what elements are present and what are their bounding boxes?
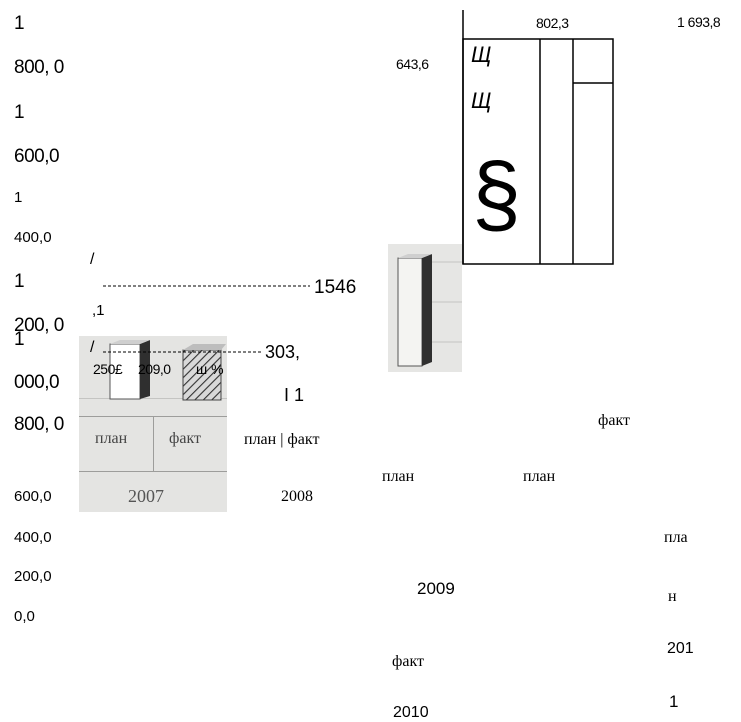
slash-mark: / (90, 339, 95, 356)
data-label-802: 802,3 (536, 15, 569, 31)
category-label-pla: пла (664, 529, 688, 546)
bar-2007-plan (109, 340, 150, 400)
grid-line (79, 398, 227, 399)
data-label-250: 250£ (93, 361, 123, 377)
data-label-pct: ш % (196, 361, 224, 377)
y-tick-1600-bottom: 600,0 (14, 146, 60, 167)
year-label-2008: 2008 (281, 488, 313, 505)
y-tick-800: 800, 0 (14, 414, 64, 435)
data-label-1546-cont: ,1 (92, 302, 105, 319)
category-label-n: н (668, 588, 677, 605)
y-tick-200: 200,0 (14, 568, 52, 585)
sha-glyph: Щ (471, 42, 492, 67)
year-label-2010: 2010 (393, 704, 429, 721)
year-label-2007: 2007 (128, 486, 164, 506)
y-tick-1200-top: 1 (14, 271, 25, 292)
category-label-2008: план | факт (244, 431, 320, 448)
data-label-643: 643,6 (396, 56, 429, 72)
category-label-plan-2010: план (523, 468, 556, 485)
data-label-i1: I 1 (284, 385, 305, 405)
bar-2010-frame (462, 38, 614, 265)
bar-2009-plan (397, 254, 432, 367)
y-tick-1000-top: 1 (14, 329, 25, 350)
slash-mark: / (90, 251, 95, 268)
category-label-plan-2009: план (382, 468, 415, 485)
y-tick-1400-bottom: 400,0 (14, 229, 52, 246)
data-label-1546: 1546 (314, 277, 357, 298)
year-label-201: 201 (667, 640, 694, 657)
data-label-303: 303, (265, 342, 301, 362)
table-divider (153, 416, 154, 471)
data-label-209: 209,0 (138, 361, 171, 377)
category-label-plan-2007: план (95, 430, 128, 447)
table-rule (79, 471, 227, 472)
y-tick-1800-top: 1 (14, 13, 25, 34)
section-glyph: § (472, 144, 521, 243)
y-tick-1800-bottom: 800, 0 (14, 57, 64, 78)
year-label-2009: 2009 (417, 579, 455, 598)
category-label-fact-2011: факт (598, 412, 631, 429)
y-tick-1400-top: 1 (14, 189, 23, 206)
y-tick-1200-bottom: 200, 0 (14, 315, 64, 336)
y-tick-0: 0,0 (14, 608, 35, 625)
y-tick-400: 400,0 (14, 529, 52, 546)
category-label-fact-2010: факт (392, 653, 425, 670)
y-tick-600: 600,0 (14, 488, 52, 505)
category-label-fact-2007: факт (169, 430, 202, 447)
sha-glyph: Щ (471, 88, 492, 113)
data-label-1693: 1 693,8 (677, 14, 721, 30)
year-label-1: 1 (669, 692, 679, 711)
bar-2007-fact (182, 344, 226, 401)
y-tick-1000-bottom: 000,0 (14, 372, 60, 393)
y-tick-1600-top: 1 (14, 102, 25, 123)
